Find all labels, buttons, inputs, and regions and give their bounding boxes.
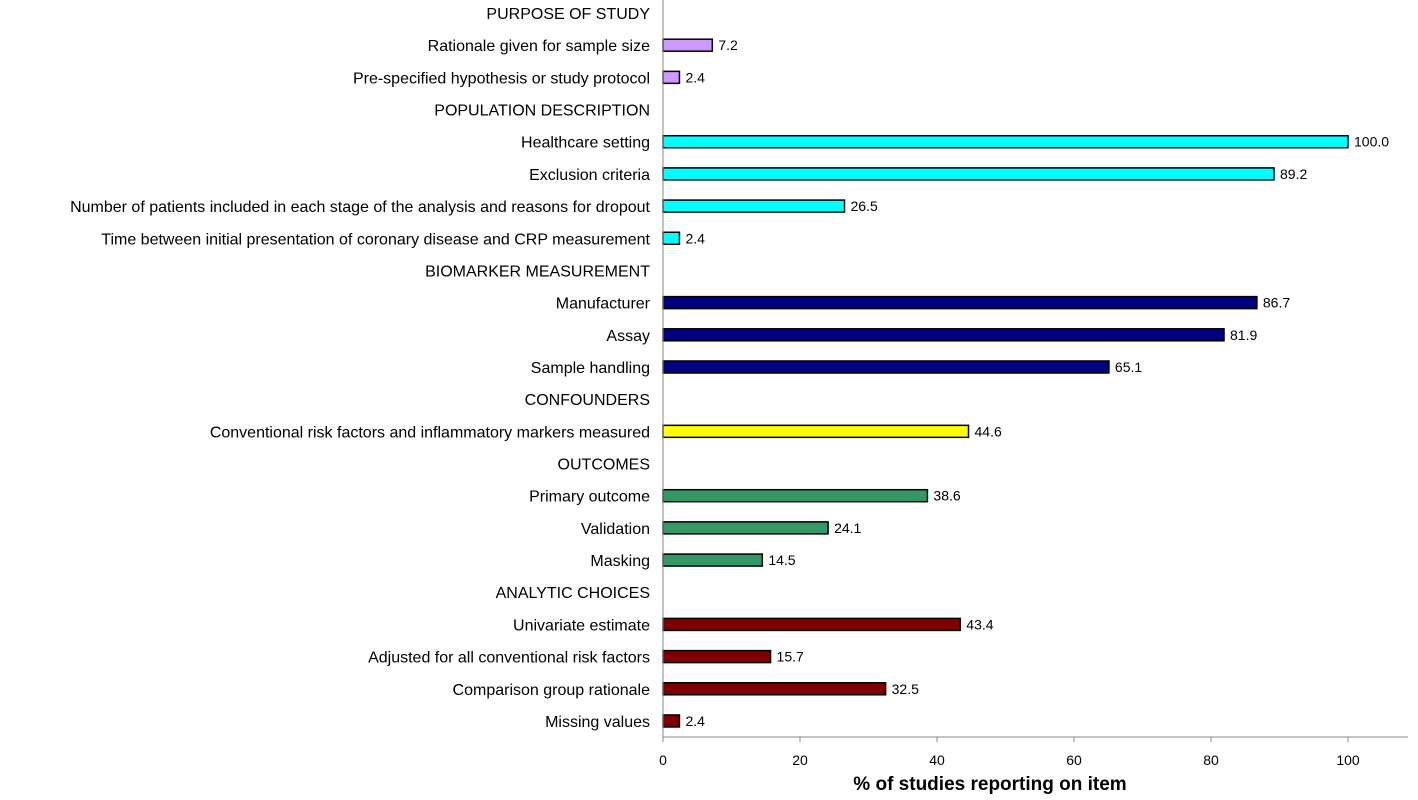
bar [662, 553, 764, 567]
category-label: Comparison group rationale [453, 682, 651, 699]
bar [662, 328, 1225, 342]
data-label: 2.4 [685, 713, 705, 729]
section-header-label: ANALYTIC CHOICES [496, 585, 650, 602]
bar [662, 231, 681, 246]
bar [662, 682, 887, 696]
category-label: Conventional risk factors and inflammato… [210, 424, 650, 441]
bar [662, 649, 772, 664]
data-label: 15.7 [777, 649, 804, 665]
data-label: 81.9 [1230, 327, 1257, 343]
bar [662, 70, 681, 85]
category-label: Univariate estimate [513, 617, 650, 634]
data-label: 26.5 [851, 198, 878, 214]
bar [662, 488, 929, 503]
bar [662, 714, 681, 728]
bar [662, 38, 714, 52]
category-label: Healthcare setting [521, 135, 650, 152]
category-label: Pre-specified hypothesis or study protoc… [353, 70, 650, 87]
data-label: 100.0 [1354, 134, 1389, 150]
x-tick-label: 20 [792, 752, 808, 768]
data-label: 24.1 [834, 520, 861, 536]
bar [662, 360, 1110, 374]
data-label: 65.1 [1115, 359, 1142, 375]
category-label: Manufacturer [556, 296, 651, 313]
bar [662, 199, 846, 213]
data-label: 44.6 [975, 423, 1002, 439]
x-tick-label: 40 [929, 752, 945, 768]
category-label: Missing values [545, 714, 650, 731]
category-label: Sample handling [531, 360, 650, 377]
x-axis: 0 20 40 60 80 100 [659, 0, 1408, 768]
data-label: 32.5 [892, 681, 919, 697]
data-label: 14.5 [768, 552, 795, 568]
data-label: 2.4 [685, 69, 705, 85]
bar [662, 167, 1275, 181]
category-label: Adjusted for all conventional risk facto… [368, 650, 650, 667]
section-header-label: POPULATION DESCRIPTION [434, 103, 650, 120]
category-label: Masking [590, 553, 650, 570]
category-label: Primary outcome [529, 489, 650, 506]
section-header-label: PURPOSE OF STUDY [486, 6, 650, 23]
x-tick-label: 0 [659, 752, 667, 768]
bar [662, 617, 962, 632]
section-header-label: CONFOUNDERS [525, 392, 650, 409]
data-label: 7.2 [718, 37, 738, 53]
rows-layer: PURPOSE OF STUDY Rationale given for samp… [70, 6, 1389, 731]
bar [662, 521, 829, 535]
data-label: 2.4 [685, 230, 705, 246]
category-label: Rationale given for sample size [428, 38, 650, 55]
data-label: 89.2 [1280, 166, 1307, 182]
data-label: 43.4 [966, 616, 993, 632]
bar [662, 424, 970, 439]
category-label: Exclusion criteria [529, 167, 650, 184]
section-header-label: OUTCOMES [558, 457, 650, 474]
category-label: Assay [606, 328, 650, 345]
data-label: 38.6 [933, 488, 960, 504]
category-label: Time between initial presentation of cor… [101, 231, 650, 248]
x-axis-title: % of studies reporting on item [853, 774, 1126, 795]
category-label: Number of patients included in each stag… [70, 199, 650, 216]
x-tick-label: 60 [1066, 752, 1082, 768]
data-label: 86.7 [1263, 295, 1290, 311]
section-header-label: BIOMARKER MEASUREMENT [425, 263, 650, 280]
x-tick-label: 80 [1203, 752, 1219, 768]
category-label: Validation [581, 521, 650, 538]
x-tick-label: 100 [1336, 752, 1360, 768]
bar [662, 134, 1349, 149]
bar [662, 295, 1258, 310]
